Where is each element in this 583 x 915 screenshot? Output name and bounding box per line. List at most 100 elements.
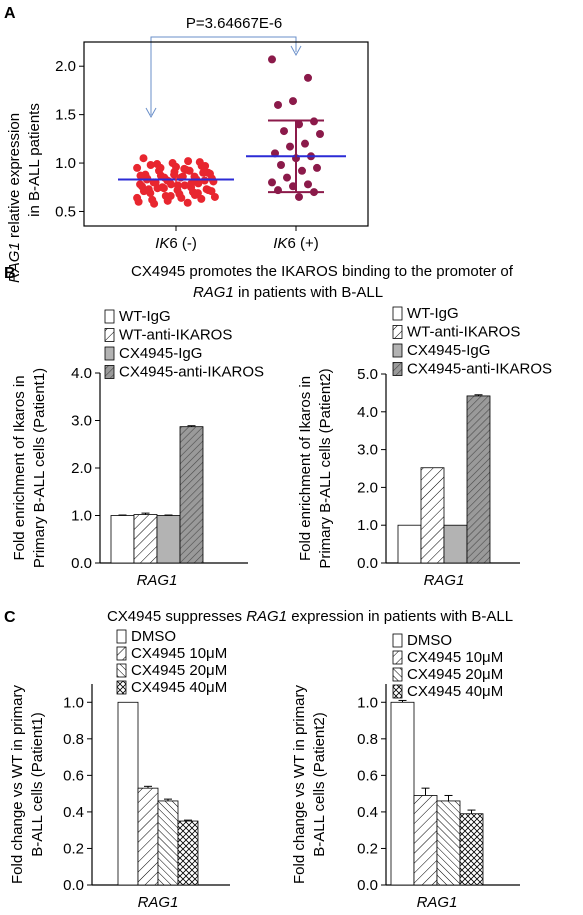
panel-b-title-line2: RAG1 in patients with B-ALL	[193, 284, 383, 301]
bar	[466, 395, 491, 564]
y-axis-label: B-ALL cells (Patient2)	[311, 712, 328, 857]
data-point-ik6-neg	[133, 193, 142, 202]
data-point-ik6-pos	[289, 97, 297, 106]
bar	[413, 795, 438, 886]
legend-label: WT-IgG	[119, 308, 171, 325]
data-point-ik6-neg	[139, 154, 148, 163]
legend-swatch	[392, 633, 403, 648]
y-axis-label: Primary B-ALL cells (Patient2)	[317, 368, 334, 568]
y-tick-label: 4.0	[357, 404, 378, 421]
bracket-arrowhead-left	[145, 107, 157, 119]
y-axis-label: Fold change vs WT in primary	[9, 685, 26, 884]
y-axis-label: Primary B-ALL cells (Patient1)	[31, 368, 48, 568]
legend-label: DMSO	[131, 628, 176, 645]
data-point-ik6-pos	[316, 130, 324, 138]
data-point-ik6-neg	[170, 170, 179, 179]
legend-swatch	[116, 680, 127, 695]
bar	[156, 515, 181, 564]
bar	[179, 426, 204, 564]
bar	[157, 800, 179, 886]
data-point-ik6-neg	[194, 179, 203, 188]
legend-label: WT-IgG	[407, 305, 459, 322]
legend-swatch	[392, 650, 403, 665]
x-category-label: RAG1	[137, 572, 178, 589]
data-point-ik6-neg	[156, 163, 165, 172]
y-tick-label: 0.2	[357, 840, 378, 857]
legend-label: CX4945 40μM	[131, 679, 227, 696]
data-point-ik6-neg	[167, 180, 176, 189]
data-point-ik6-pos	[304, 73, 312, 82]
data-point-ik6-neg	[133, 163, 142, 172]
legend-swatch	[392, 684, 403, 699]
y-tick-label: 0.0	[71, 555, 92, 572]
x-category-ik6-neg: IK6 (-)	[155, 235, 197, 252]
y-tick-label: 1.0	[357, 517, 378, 534]
data-point-ik6-pos	[304, 180, 312, 189]
y-tick-label: 0.8	[63, 731, 84, 748]
y-axis-label: Fold enrichment of Ikaros in	[297, 376, 314, 561]
data-point-ik6-pos	[286, 142, 294, 151]
data-point-ik6-pos	[280, 127, 288, 136]
y-tick-label: 1.0	[63, 694, 84, 711]
legend-swatch	[392, 325, 403, 339]
scatter-panel-a: P=3.64667E-6 RAG1 relative expression in…	[6, 15, 369, 283]
data-point-ik6-neg	[173, 181, 182, 190]
bar	[133, 514, 158, 564]
data-point-ik6-neg	[187, 179, 196, 188]
data-point-ik6-neg	[193, 189, 202, 198]
legend-label: WT-anti-IKAROS	[407, 324, 520, 341]
legend-swatch	[392, 667, 403, 682]
legend-label: CX4945 10μM	[407, 649, 503, 666]
data-point-ik6-neg	[180, 164, 189, 173]
legend-swatch	[104, 309, 115, 324]
legend-swatch	[116, 646, 127, 661]
data-point-ik6-neg	[158, 183, 167, 192]
p-value-annotation: P=3.64667E-6	[186, 15, 282, 32]
legend-label: CX4945 20μM	[407, 666, 503, 683]
y-tick-label: 3.0	[71, 413, 92, 430]
y-tick-label: 0.0	[63, 877, 84, 894]
y-tick-label: 1.0	[71, 508, 92, 525]
y-axis-label: B-ALL cells (Patient1)	[29, 712, 46, 857]
data-point-ik6-neg	[180, 181, 189, 190]
data-point-ik6-neg	[150, 199, 159, 208]
y-tick-label: 2.0	[357, 479, 378, 496]
data-point-ik6-neg	[184, 157, 193, 166]
panel-b-title-line1: CX4945 promotes the IKAROS binding to th…	[131, 263, 514, 280]
legend-label: CX4945 40μM	[407, 683, 503, 700]
bracket-arrowhead-right	[290, 45, 302, 57]
y-tick-label: 1.5	[55, 107, 76, 124]
data-point-ik6-pos	[298, 166, 306, 175]
y-tick-label: 1.0	[55, 155, 76, 172]
y-tick-label: 0.6	[357, 767, 378, 784]
x-category-label: RAG1	[424, 572, 465, 589]
panel-label-b: B	[4, 265, 16, 282]
bar	[177, 820, 199, 886]
y-tick-label: 0.0	[357, 555, 378, 572]
data-point-ik6-neg	[207, 187, 216, 196]
data-point-ik6-pos	[268, 55, 276, 64]
data-point-ik6-neg	[144, 185, 153, 194]
bar	[137, 787, 159, 886]
data-point-ik6-neg	[146, 160, 155, 169]
y-tick-label: 0.2	[63, 840, 84, 857]
legend-swatch	[104, 346, 115, 361]
significance-bracket	[150, 36, 297, 115]
legend-label: CX4945 10μM	[131, 645, 227, 662]
x-category-ik6-pos: IK6 (+)	[273, 235, 318, 252]
y-tick-label: 3.0	[357, 442, 378, 459]
data-point-ik6-neg	[199, 168, 208, 177]
data-point-ik6-pos	[283, 173, 291, 182]
x-category-label: RAG1	[138, 894, 179, 911]
panel-label-a: A	[4, 5, 16, 22]
data-point-ik6-neg	[183, 198, 192, 207]
panel-label-c: C	[4, 609, 16, 626]
legend-label: CX4945-anti-IKAROS	[407, 361, 552, 378]
bar	[443, 524, 468, 564]
data-point-ik6-pos	[268, 178, 276, 187]
y-tick-label: 0.5	[55, 203, 76, 220]
bar	[459, 813, 484, 886]
bar	[436, 800, 461, 886]
bar	[110, 515, 135, 564]
